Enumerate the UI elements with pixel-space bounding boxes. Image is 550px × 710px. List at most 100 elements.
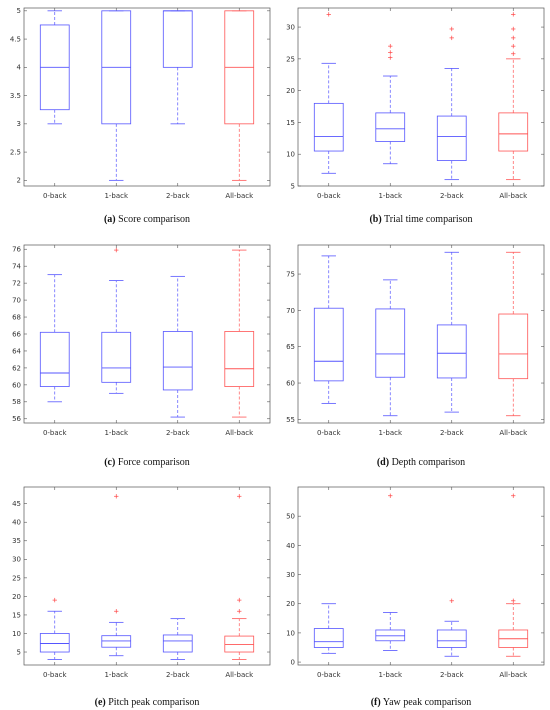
x-tick-label: All-back: [499, 671, 528, 679]
iqr-box: [162, 331, 193, 391]
box-0-back: [313, 603, 344, 654]
y-tick-label: 20: [286, 600, 295, 608]
iqr-box: [436, 115, 467, 161]
caption-text: Score comparison: [118, 214, 190, 225]
y-tick-label: 62: [12, 364, 21, 372]
caption-letter: (b): [369, 214, 381, 225]
iqr-box: [39, 331, 70, 387]
panel-caption: (f) Yaw peak comparison: [371, 697, 472, 708]
y-tick-label: 30: [286, 571, 295, 579]
y-tick-label: 40: [286, 542, 295, 550]
y-tick-label: 45: [12, 500, 21, 508]
iqr-box: [498, 112, 529, 152]
y-tick-label: 4.5: [10, 35, 21, 43]
y-tick-label: 55: [286, 416, 295, 424]
caption-letter: (f): [371, 697, 381, 708]
iqr-box: [375, 308, 406, 378]
x-tick-label: All-back: [225, 671, 254, 679]
caption-text: Trial time comparison: [384, 214, 473, 225]
panel-b: 5 10 15 20 25 30 0-back 1-back 2-back All-back (b)…: [286, 7, 545, 225]
panel-c: 56 58 60 62 64 66 68 70 72 74 76 0-back 1-back 2-back…: [12, 244, 271, 468]
iqr-box: [436, 629, 467, 648]
box-1-back: [101, 10, 132, 181]
x-tick-label: 2-back: [440, 192, 465, 200]
panel-caption: (a) Score comparison: [104, 214, 190, 225]
y-tick-label: 2.5: [10, 148, 21, 156]
box-All-back: [224, 249, 255, 418]
y-tick-label: 64: [12, 347, 21, 355]
iqr-box: [224, 331, 255, 387]
iqr-box: [101, 635, 132, 648]
y-tick-label: 40: [12, 519, 21, 527]
box-2-back: [162, 618, 193, 660]
x-tick-label: 2-back: [440, 671, 465, 679]
x-tick-label: 1-back: [378, 429, 403, 437]
iqr-box: [224, 635, 255, 653]
y-tick-label: 30: [286, 23, 295, 31]
iqr-box: [375, 112, 406, 142]
y-tick-label: 20: [286, 87, 295, 95]
x-tick-label: 2-back: [166, 192, 191, 200]
box-1-back: [375, 43, 406, 165]
panel-caption: (c) Force comparison: [104, 457, 190, 468]
y-tick-label: 66: [12, 330, 21, 338]
plot-frame: [23, 244, 271, 424]
box-0-back: [39, 274, 70, 403]
y-tick-label: 35: [12, 537, 21, 545]
iqr-box: [162, 10, 193, 68]
y-tick-label: 4: [17, 64, 22, 72]
y-tick-label: 10: [12, 630, 21, 638]
iqr-box: [313, 628, 344, 648]
x-tick-label: 2-back: [166, 429, 191, 437]
x-tick-label: 0-back: [43, 671, 68, 679]
panel-caption: (d) Depth comparison: [377, 457, 465, 468]
panel-e: 5 10 15 20 25 30 35 40 45 0-back 1-back 2-back All-b…: [12, 486, 271, 708]
y-tick-label: 0: [291, 658, 295, 666]
y-tick-label: 70: [12, 296, 21, 304]
y-tick-label: 65: [286, 343, 295, 351]
plot-frame: [23, 7, 271, 187]
box-All-back: [498, 251, 529, 417]
x-tick-label: 1-back: [378, 671, 403, 679]
box-2-back: [162, 10, 193, 125]
x-tick-label: 2-back: [440, 429, 465, 437]
box-0-back: [39, 10, 70, 125]
y-tick-label: 70: [286, 307, 295, 315]
box-All-back: [224, 494, 255, 660]
y-tick-label: 10: [286, 151, 295, 159]
y-tick-label: 15: [12, 611, 21, 619]
y-tick-label: 5: [17, 648, 21, 656]
y-tick-label: 15: [286, 119, 295, 127]
iqr-box: [313, 102, 344, 152]
y-tick-label: 68: [12, 313, 21, 321]
x-tick-label: 0-back: [317, 192, 342, 200]
plot-frame: [297, 244, 545, 424]
panel-a: 2 2.5 3 3.5 4 4.5 5 0-back 1-back 2-back All-back (…: [10, 7, 271, 225]
caption-text: Pitch peak comparison: [108, 697, 199, 708]
box-0-back: [39, 597, 70, 660]
box-2-back: [436, 251, 467, 413]
y-tick-label: 56: [12, 415, 21, 423]
caption-text: Yaw peak comparison: [383, 697, 471, 708]
y-tick-label: 50: [286, 513, 295, 521]
y-tick-label: 60: [286, 379, 295, 387]
x-tick-label: 1-back: [378, 192, 403, 200]
y-tick-label: 5: [291, 182, 295, 190]
x-tick-label: 0-back: [317, 671, 342, 679]
y-tick-label: 74: [12, 263, 21, 271]
panel-f: 0 10 20 30 40 50 0-back 1-back 2-back All-back (f)…: [286, 486, 545, 708]
box-1-back: [101, 247, 132, 394]
x-tick-label: 0-back: [43, 192, 68, 200]
iqr-box: [498, 313, 529, 380]
x-tick-label: 0-back: [43, 429, 68, 437]
y-tick-label: 25: [286, 55, 295, 63]
y-tick-label: 72: [12, 280, 21, 288]
box-1-back: [101, 494, 132, 657]
box-2-back: [162, 275, 193, 418]
y-tick-label: 58: [12, 398, 21, 406]
y-tick-label: 10: [286, 629, 295, 637]
iqr-box: [313, 307, 344, 382]
iqr-box: [436, 324, 467, 379]
y-tick-label: 75: [286, 270, 295, 278]
